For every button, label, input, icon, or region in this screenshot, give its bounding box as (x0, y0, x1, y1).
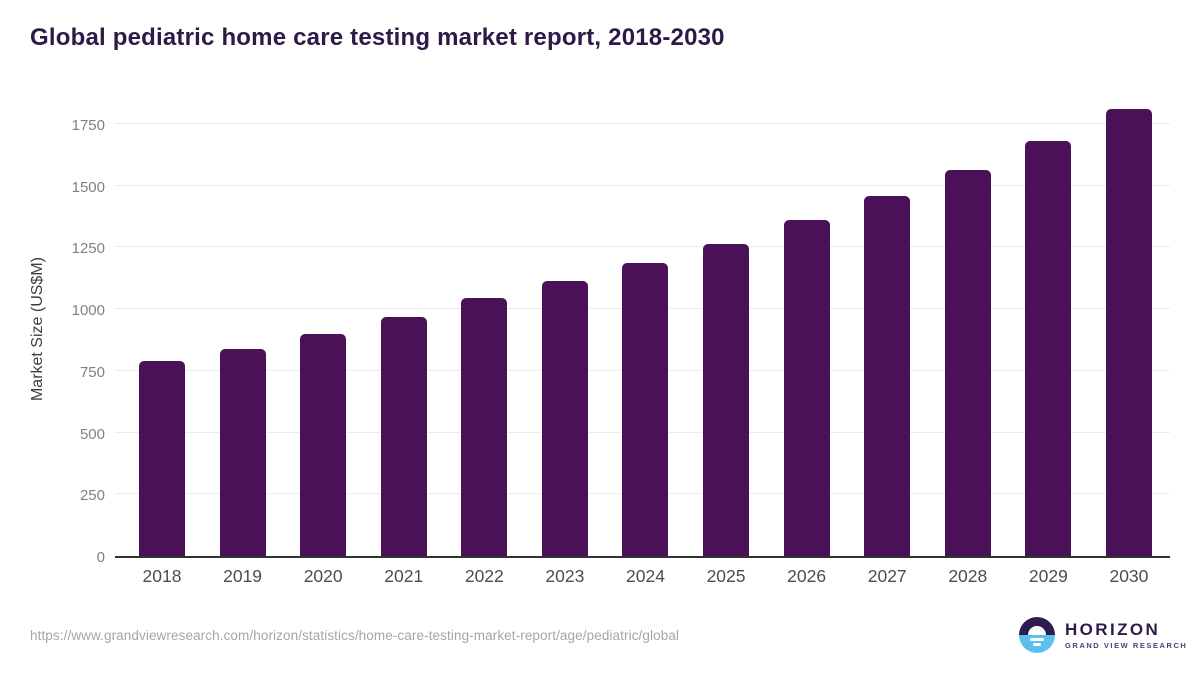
bar-2020 (300, 333, 347, 556)
bar-2024 (622, 263, 669, 556)
bar-2029 (1025, 141, 1072, 556)
x-tick-label-2029: 2029 (1028, 566, 1068, 586)
logo-text: HORIZON GRAND VIEW RESEARCH (1065, 619, 1188, 650)
y-tick-label-1000: 1000 (71, 302, 105, 320)
chart-title: Global pediatric home care testing marke… (30, 24, 725, 51)
x-tick-label-2022: 2022 (464, 566, 504, 586)
y-tick-label-0: 0 (96, 549, 105, 566)
gridline-1500 (115, 184, 1170, 186)
horizon-logo: HORIZON GRAND VIEW RESEARCH (1019, 617, 1187, 653)
y-tick-label-250: 250 (79, 487, 105, 505)
x-label-slot-2024: 2024 (612, 566, 678, 587)
bar-slot-2020 (290, 333, 356, 556)
bar-slot-2018 (129, 360, 195, 556)
y-tick-label-1250: 1250 (71, 240, 105, 258)
bar-2019 (219, 348, 266, 556)
bars-container (115, 100, 1170, 556)
x-tick-label-2018: 2018 (142, 566, 182, 586)
bar-slot-2025 (693, 243, 759, 556)
y-tick-label-1750: 1750 (71, 116, 105, 134)
x-label-slot-2027: 2027 (854, 566, 920, 587)
bar-2022 (461, 298, 508, 556)
x-label-slot-2028: 2028 (935, 566, 1001, 587)
y-axis-tick-labels: 0 250 500 750 1000 1250 1500 1750 (0, 100, 105, 566)
x-label-slot-2029: 2029 (1015, 566, 1081, 587)
x-tick-label-2024: 2024 (626, 566, 665, 586)
bar-2021 (380, 316, 427, 556)
bar-slot-2029 (1015, 141, 1081, 556)
logo-reflection-line (1030, 638, 1044, 641)
y-tick-label-1500: 1500 (71, 178, 105, 196)
bar-2027 (864, 195, 911, 556)
source-url: https://www.grandviewresearch.com/horizo… (30, 628, 680, 643)
bar-2028 (944, 169, 991, 556)
bar-2018 (139, 360, 185, 556)
x-tick-label-2030: 2030 (1109, 566, 1149, 586)
x-tick-label-2028: 2028 (948, 566, 988, 586)
bar-slot-2019 (210, 348, 276, 556)
bar-slot-2024 (612, 263, 678, 556)
x-label-slot-2018: 2018 (129, 566, 195, 587)
x-label-slot-2030: 2030 (1096, 566, 1162, 587)
bar-chart-plot-area (115, 100, 1170, 558)
bar-slot-2022 (451, 298, 517, 556)
gridline-1250 (115, 246, 1170, 248)
logo-brand-name: HORIZON (1065, 619, 1161, 639)
x-label-slot-2025: 2025 (693, 566, 759, 587)
x-tick-label-2020: 2020 (303, 566, 343, 586)
x-tick-label-2021: 2021 (384, 566, 424, 586)
bar-slot-2030 (1096, 109, 1162, 556)
x-tick-label-2019: 2019 (223, 566, 263, 586)
x-label-slot-2023: 2023 (532, 566, 598, 587)
x-tick-label-2023: 2023 (545, 566, 585, 586)
x-axis-tick-labels: 2018 2019 2020 2021 2022 2023 2024 2025 2026 2027… (115, 566, 1170, 587)
logo-reflection-line (1033, 643, 1041, 646)
bar-2026 (783, 220, 830, 556)
x-label-slot-2021: 2021 (371, 566, 437, 587)
x-tick-label-2027: 2027 (867, 566, 907, 586)
bar-2025 (703, 243, 750, 556)
bar-slot-2027 (854, 195, 920, 556)
logo-sun-arch (1028, 626, 1046, 635)
bar-slot-2023 (532, 280, 598, 556)
y-tick-label-500: 500 (79, 425, 105, 443)
x-label-slot-2022: 2022 (451, 566, 517, 587)
x-label-slot-2019: 2019 (210, 566, 276, 587)
bar-2030 (1105, 109, 1152, 556)
x-tick-label-2025: 2025 (706, 566, 746, 586)
bar-slot-2028 (935, 169, 1001, 556)
bar-slot-2021 (371, 316, 437, 556)
x-label-slot-2026: 2026 (774, 566, 840, 587)
gridline-1750 (115, 122, 1170, 124)
bar-2023 (541, 280, 588, 556)
x-label-slot-2020: 2020 (290, 566, 356, 587)
y-tick-label-750: 750 (79, 363, 105, 381)
horizon-logo-icon (1019, 617, 1055, 653)
x-tick-label-2026: 2026 (787, 566, 827, 586)
logo-sub-brand: GRAND VIEW RESEARCH (1065, 640, 1188, 650)
bar-slot-2026 (774, 220, 840, 556)
